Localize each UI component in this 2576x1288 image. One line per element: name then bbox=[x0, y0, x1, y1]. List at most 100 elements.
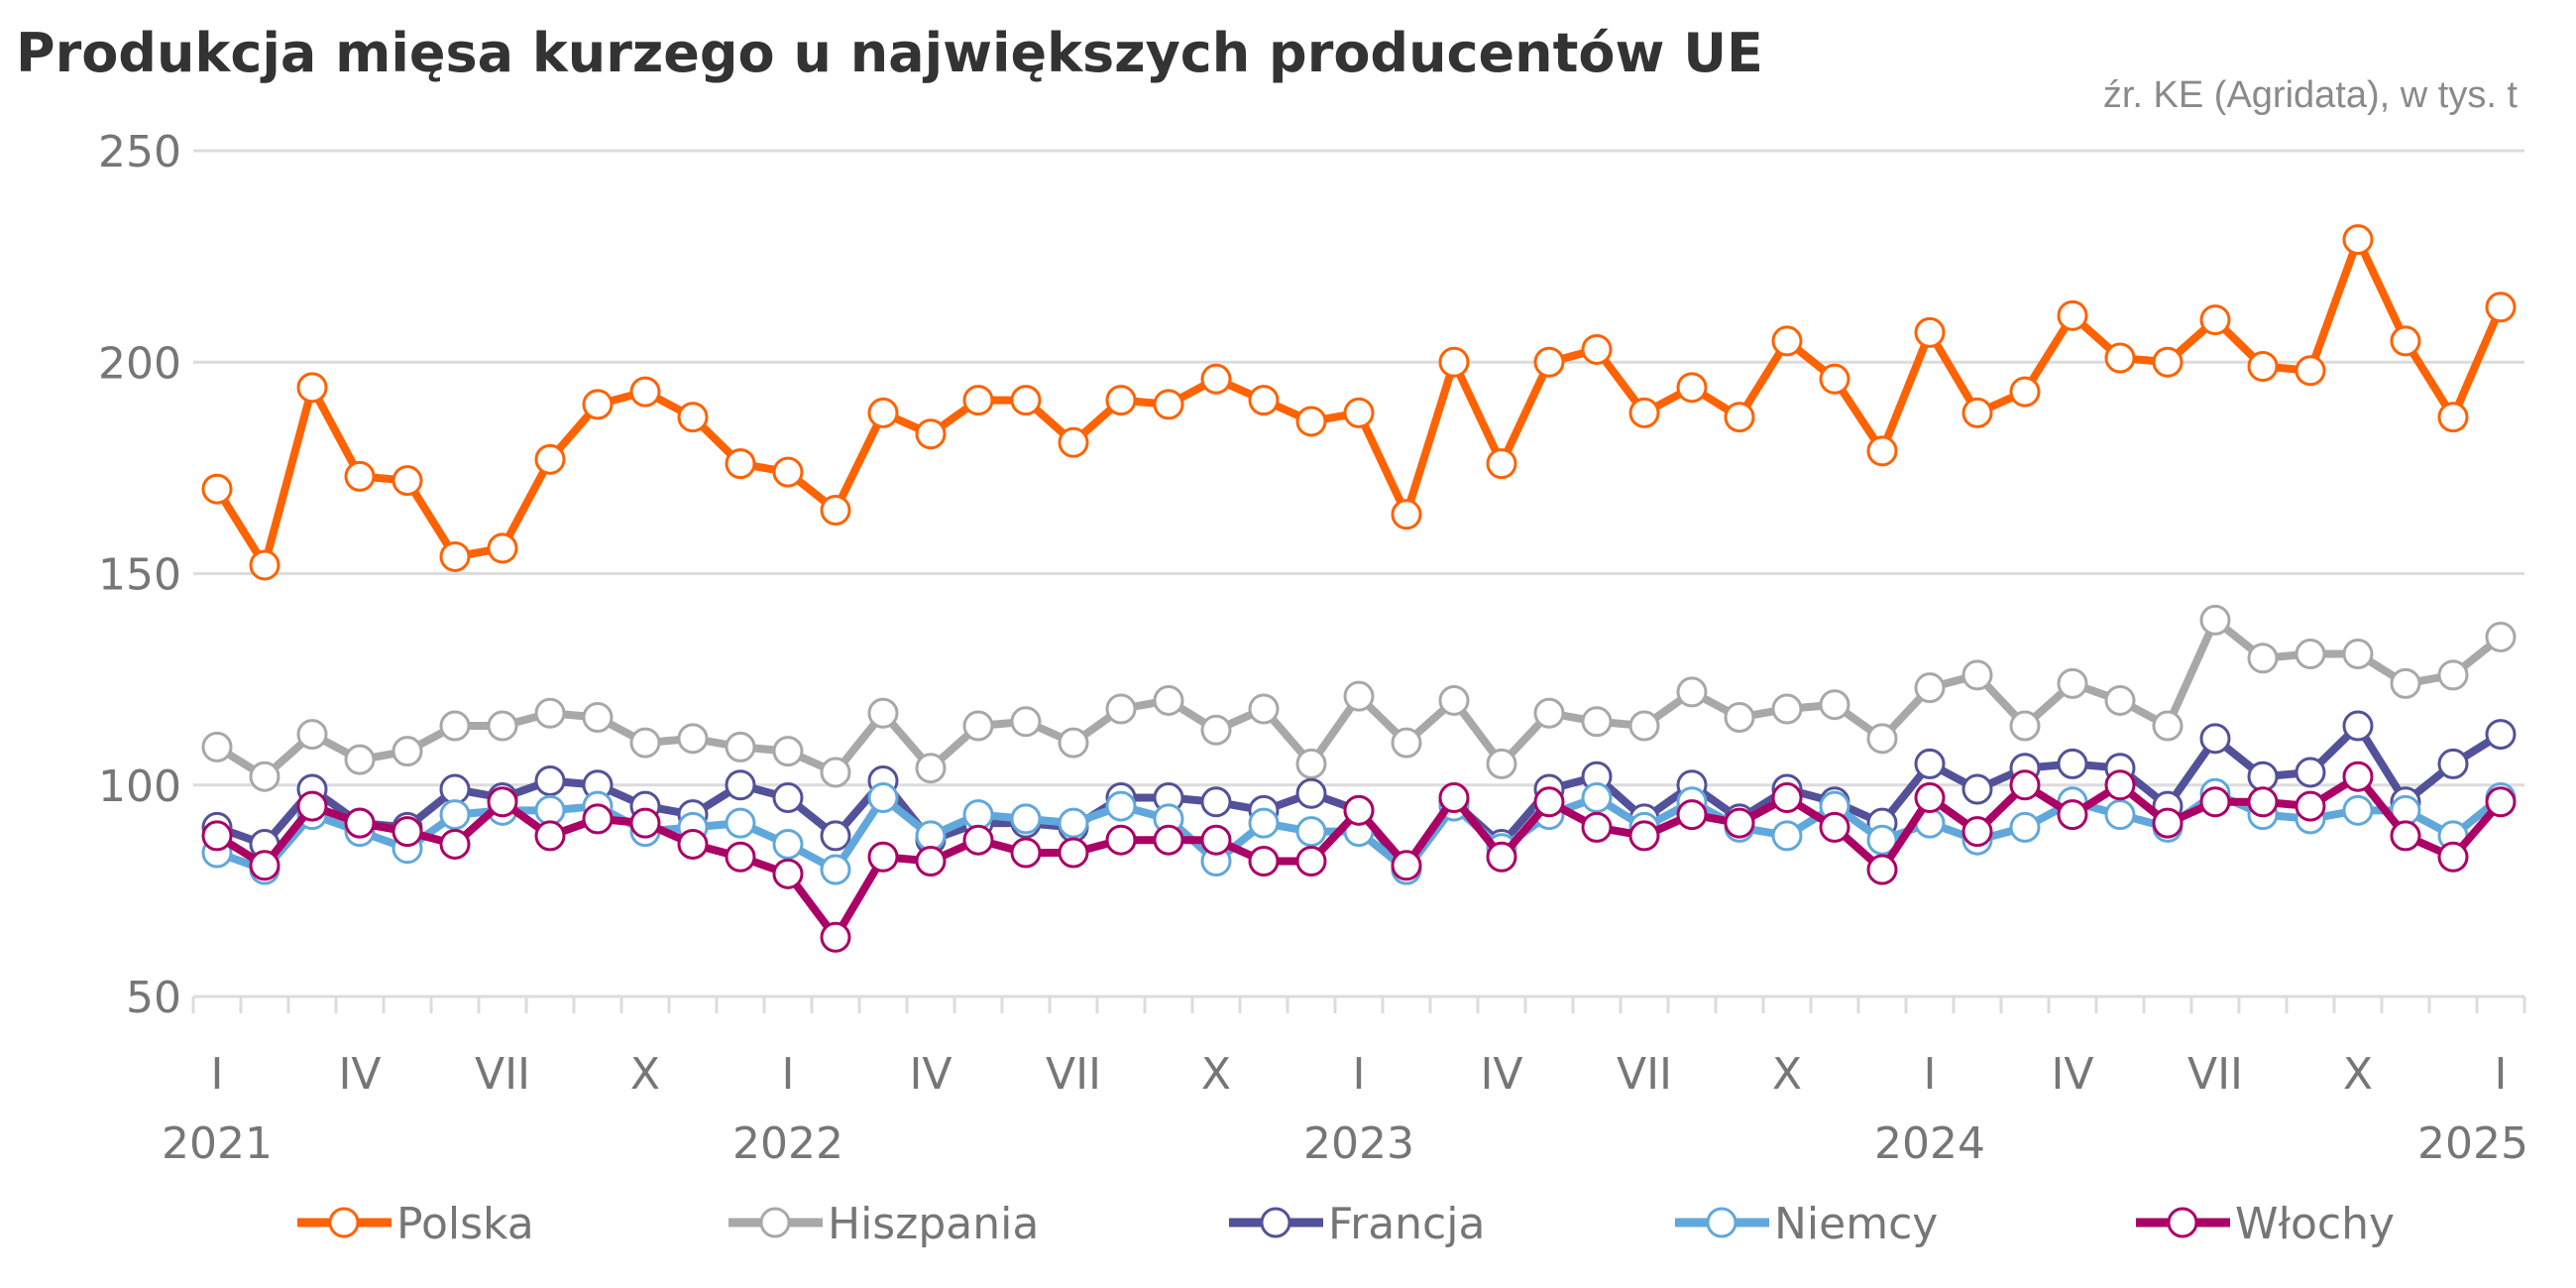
data-point bbox=[1628, 397, 1660, 428]
data-point bbox=[439, 828, 471, 860]
x-tick-label: I bbox=[1924, 1049, 1937, 1100]
data-point bbox=[962, 799, 994, 831]
data-point bbox=[582, 389, 614, 420]
data-point bbox=[2342, 224, 2374, 256]
data-point bbox=[1200, 363, 1232, 395]
data-point bbox=[1248, 385, 1280, 416]
data-point bbox=[2437, 748, 2469, 779]
data-point bbox=[1153, 824, 1184, 856]
data-point bbox=[1153, 684, 1184, 716]
data-point bbox=[344, 807, 376, 839]
data-point bbox=[2057, 799, 2088, 831]
data-point bbox=[249, 761, 280, 792]
data-point bbox=[2009, 710, 2041, 742]
data-point bbox=[1343, 794, 1375, 826]
data-point bbox=[1724, 402, 1755, 433]
data-point bbox=[2009, 811, 2041, 843]
data-point bbox=[201, 820, 233, 852]
data-point bbox=[2485, 292, 2517, 323]
y-tick-label: 50 bbox=[126, 973, 181, 1023]
data-point bbox=[867, 841, 899, 873]
legend-item-hiszpania: Hiszpania bbox=[728, 1199, 1039, 1249]
data-point bbox=[677, 723, 709, 755]
data-point bbox=[439, 773, 471, 805]
data-point bbox=[1961, 773, 1993, 805]
data-point bbox=[962, 824, 994, 856]
data-point bbox=[534, 794, 566, 826]
x-tick-label: X bbox=[2343, 1049, 2373, 1100]
legend-marker bbox=[1260, 1207, 1291, 1238]
data-point bbox=[867, 697, 899, 729]
legend: Polska Hiszpania Francja Niemcy Włochy bbox=[297, 1199, 2395, 1249]
data-point bbox=[2390, 820, 2421, 852]
data-point bbox=[772, 828, 804, 860]
data-point bbox=[725, 731, 756, 762]
data-point bbox=[201, 473, 233, 505]
data-point bbox=[2247, 786, 2279, 818]
data-point bbox=[439, 710, 471, 742]
data-point bbox=[1391, 727, 1422, 759]
data-point bbox=[867, 397, 899, 428]
data-point bbox=[1771, 693, 1803, 725]
data-point bbox=[1866, 435, 1898, 467]
data-point bbox=[1105, 824, 1137, 856]
data-point bbox=[2437, 402, 2469, 433]
legend-label: Hiszpania bbox=[828, 1199, 1039, 1249]
data-point bbox=[1200, 824, 1232, 856]
x-tick-label: I bbox=[2495, 1049, 2508, 1100]
data-point bbox=[725, 769, 756, 801]
data-point bbox=[1058, 837, 1089, 869]
data-point bbox=[1676, 676, 1708, 708]
data-point bbox=[296, 719, 328, 751]
data-point bbox=[582, 702, 614, 734]
data-point bbox=[2057, 299, 2088, 331]
data-point bbox=[2009, 376, 2041, 408]
x-tick-label: IV bbox=[338, 1049, 381, 1100]
data-point bbox=[1058, 807, 1089, 839]
data-point bbox=[915, 418, 947, 450]
data-point bbox=[1295, 816, 1327, 848]
data-point bbox=[962, 385, 994, 416]
series-hiszpania bbox=[201, 604, 2517, 792]
data-point bbox=[2009, 769, 2041, 801]
legend-item-niemcy: Niemcy bbox=[1675, 1199, 1938, 1249]
data-point bbox=[2104, 799, 2136, 831]
x-tick-label: VII bbox=[1046, 1049, 1101, 1100]
data-point bbox=[772, 858, 804, 889]
series-group bbox=[201, 224, 2517, 953]
data-point bbox=[392, 816, 423, 848]
legend-label: Włochy bbox=[2235, 1199, 2395, 1249]
data-point bbox=[820, 854, 851, 885]
data-point bbox=[2295, 355, 2326, 387]
data-point bbox=[1961, 659, 1993, 691]
data-point bbox=[2342, 710, 2374, 742]
data-point bbox=[867, 782, 899, 814]
data-point bbox=[629, 376, 661, 408]
data-point bbox=[1771, 325, 1803, 357]
data-point bbox=[1105, 693, 1137, 725]
data-point bbox=[2485, 786, 2517, 818]
data-point bbox=[2057, 667, 2088, 699]
data-point bbox=[2437, 841, 2469, 873]
data-point bbox=[1391, 499, 1422, 530]
data-point bbox=[2342, 794, 2374, 826]
data-point bbox=[344, 460, 376, 492]
x-tick-label: VII bbox=[1617, 1049, 1672, 1100]
data-point bbox=[1914, 316, 1946, 348]
data-point bbox=[534, 697, 566, 729]
data-point bbox=[1533, 346, 1565, 378]
data-point bbox=[1914, 782, 1946, 814]
data-point bbox=[344, 744, 376, 775]
data-point bbox=[962, 710, 994, 742]
data-point bbox=[1248, 846, 1280, 878]
data-point bbox=[1961, 816, 1993, 848]
y-tick-label: 250 bbox=[98, 127, 181, 177]
data-point bbox=[1200, 786, 1232, 818]
data-point bbox=[392, 465, 423, 497]
legend-item-polska: Polska bbox=[297, 1199, 534, 1249]
data-point bbox=[1771, 820, 1803, 852]
data-point bbox=[1581, 706, 1613, 738]
data-point bbox=[2485, 719, 2517, 751]
data-point bbox=[2152, 807, 2184, 839]
